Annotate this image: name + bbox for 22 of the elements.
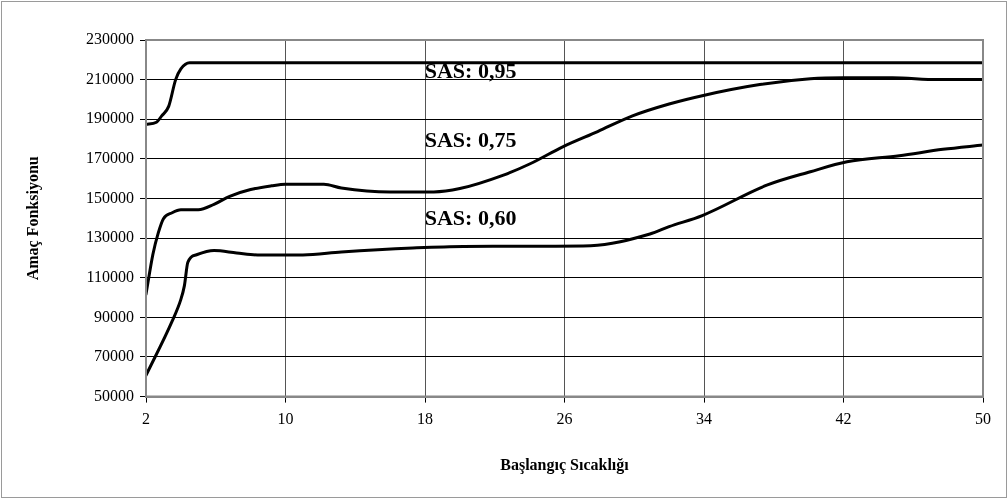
y-tick-label: 70000	[94, 347, 134, 365]
y-tick-label: 210000	[86, 69, 134, 87]
x-tick-label: 50	[975, 410, 991, 428]
y-tick-label: 230000	[86, 30, 134, 48]
x-tick-label: 26	[556, 410, 573, 428]
series-label: SAS: 0,95	[424, 58, 517, 84]
x-tick-label: 18	[417, 410, 433, 428]
y-axis-title: Amaç Fonksiyonu	[23, 156, 42, 281]
series-label: SAS: 0,60	[424, 205, 517, 231]
y-tick-label: 150000	[86, 188, 134, 206]
x-axis-title: Başlangıç Sıcaklığı	[500, 455, 630, 474]
y-tick-label: 130000	[86, 228, 134, 246]
x-tick-label: 2	[142, 410, 150, 428]
y-tick-label: 90000	[94, 307, 134, 325]
y-tick-label: 170000	[86, 149, 134, 167]
y-tick-label: 50000	[94, 386, 134, 404]
x-tick-label: 42	[835, 410, 852, 428]
x-tick-label: 34	[696, 410, 712, 428]
series-label: SAS: 0,75	[424, 127, 517, 153]
x-tick-label: 10	[277, 410, 294, 428]
y-tick-label: 190000	[86, 109, 134, 127]
y-tick-label: 110000	[86, 267, 134, 285]
